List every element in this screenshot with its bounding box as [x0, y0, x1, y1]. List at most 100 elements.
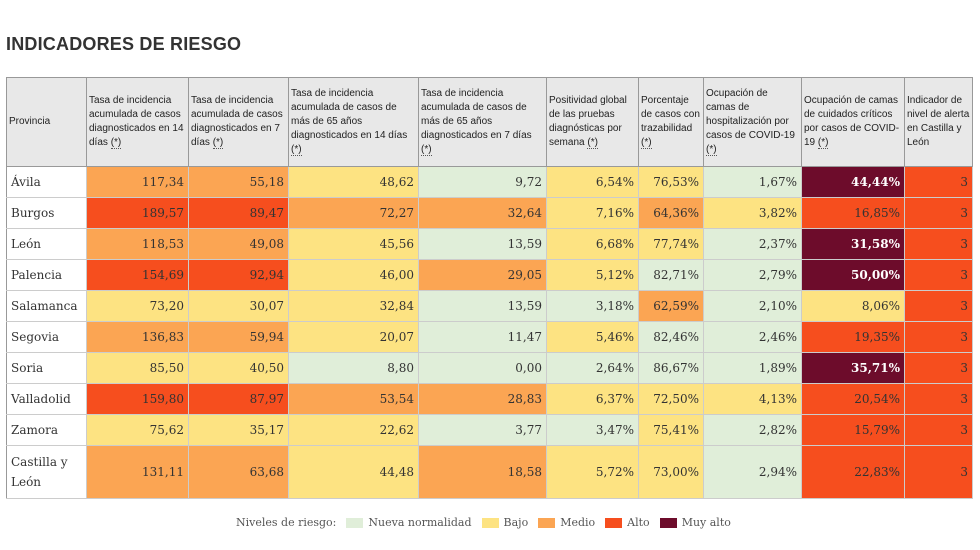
table-row: Ávila 117,34 55,18 48,62 9,72 6,54% 76,53% 1,67… — [6, 166, 973, 198]
province-name: Zamora — [6, 414, 87, 446]
indicator-cell: 50,00% — [801, 259, 905, 291]
indicator-cell: 2,37% — [703, 228, 802, 260]
indicator-cell: 1,89% — [703, 352, 802, 384]
indicator-cell: 189,57 — [86, 197, 189, 229]
indicator-cell: 136,83 — [86, 321, 189, 353]
indicator-cell: 6,37% — [546, 383, 639, 415]
column-header-label: Tasa de incidencia acumulada de casos de… — [421, 88, 532, 141]
column-header-label: Tasa de incidencia acumulada de casos de… — [291, 88, 408, 141]
indicator-cell: 53,54 — [288, 383, 419, 415]
indicator-cell: 5,72% — [546, 445, 639, 499]
indicator-cell: 40,50 — [188, 352, 289, 384]
indicator-cell: 3 — [904, 383, 973, 415]
indicator-cell: 5,12% — [546, 259, 639, 291]
indicator-cell: 44,44% — [801, 166, 905, 198]
indicator-cell: 3 — [904, 259, 973, 291]
column-header: Ocupación de camas de cuidados críticos … — [801, 77, 905, 167]
indicator-cell: 82,71% — [638, 259, 704, 291]
indicator-cell: 5,46% — [546, 321, 639, 353]
page-title: INDICADORES DE RIESGO — [6, 34, 242, 54]
column-header-label: Indicador de nivel de alerta en Castilla… — [907, 95, 970, 148]
indicator-cell: 3 — [904, 228, 973, 260]
province-name: Soria — [6, 352, 87, 384]
indicator-cell: 3,82% — [703, 197, 802, 229]
indicator-cell: 87,97 — [188, 383, 289, 415]
legend-swatch — [538, 517, 556, 528]
indicator-cell: 45,56 — [288, 228, 419, 260]
indicator-cell: 29,05 — [418, 259, 547, 291]
indicator-cell: 35,71% — [801, 352, 905, 384]
footnote-link[interactable]: (*) — [212, 137, 224, 149]
indicator-cell: 48,62 — [288, 166, 419, 198]
table-row: Valladolid 159,80 87,97 53,54 28,83 6,37% 72,5… — [6, 383, 973, 415]
indicator-cell: 72,50% — [638, 383, 704, 415]
indicator-cell: 15,79% — [801, 414, 905, 446]
footnote-link[interactable]: (*) — [817, 137, 829, 149]
indicator-cell: 3 — [904, 197, 973, 229]
indicator-cell: 75,41% — [638, 414, 704, 446]
footnote-link[interactable]: (*) — [421, 144, 432, 156]
indicator-cell: 3 — [904, 321, 973, 353]
indicator-cell: 8,80 — [288, 352, 419, 384]
indicator-cell: 3 — [904, 290, 973, 322]
indicator-cell: 1,67% — [703, 166, 802, 198]
legend-swatch — [346, 517, 364, 528]
province-name: Salamanca — [6, 290, 87, 322]
indicator-cell: 3,77 — [418, 414, 547, 446]
column-header: Positividad global de las pruebas diagnó… — [546, 77, 639, 167]
risk-legend: Niveles de riesgo: Nueva normalidad Bajo M… — [236, 516, 731, 529]
table-row: Soria 85,50 40,50 8,80 0,00 2,64% 86,67% 1,89% 3… — [6, 352, 973, 384]
indicator-cell: 73,00% — [638, 445, 704, 499]
indicator-cell: 2,46% — [703, 321, 802, 353]
indicator-cell: 32,64 — [418, 197, 547, 229]
indicator-cell: 30,07 — [188, 290, 289, 322]
column-header: Ocupación de camas de hospitalización po… — [703, 77, 802, 167]
indicator-cell: 3,18% — [546, 290, 639, 322]
footnote-link[interactable]: (*) — [587, 137, 598, 149]
indicator-cell: 49,08 — [188, 228, 289, 260]
footnote-link[interactable]: (*) — [641, 137, 652, 149]
indicator-cell: 9,72 — [418, 166, 547, 198]
indicator-cell: 7,16% — [546, 197, 639, 229]
legend-swatch — [605, 517, 623, 528]
column-header-label: Ocupación de camas de hospitalización po… — [706, 88, 795, 141]
legend-item-label: Nueva normalidad — [368, 516, 472, 529]
province-name: Burgos — [6, 197, 87, 229]
indicator-cell: 64,36% — [638, 197, 704, 229]
footnote-link[interactable]: (*) — [291, 144, 302, 156]
indicator-cell: 19,35% — [801, 321, 905, 353]
legend-item-label: Alto — [627, 516, 650, 529]
indicator-cell: 154,69 — [86, 259, 189, 291]
indicator-cell: 32,84 — [288, 290, 419, 322]
legend-swatch — [481, 517, 499, 528]
indicator-cell: 76,53% — [638, 166, 704, 198]
legend-swatch — [659, 517, 677, 528]
indicator-cell: 2,79% — [703, 259, 802, 291]
province-name: Segovia — [6, 321, 87, 353]
indicator-cell: 59,94 — [188, 321, 289, 353]
indicator-cell: 11,47 — [418, 321, 547, 353]
indicator-cell: 3 — [904, 166, 973, 198]
province-name: Castilla y León — [6, 445, 87, 499]
footnote-link[interactable]: (*) — [706, 144, 717, 156]
province-name: Valladolid — [6, 383, 87, 415]
column-header: Tasa de incidencia acumulada de casos di… — [86, 77, 189, 167]
indicator-cell: 85,50 — [86, 352, 189, 384]
legend-label: Niveles de riesgo: — [236, 516, 337, 529]
column-header-label: Provincia — [9, 116, 51, 127]
indicator-cell: 0,00 — [418, 352, 547, 384]
indicator-cell: 131,11 — [86, 445, 189, 499]
indicator-cell: 117,34 — [86, 166, 189, 198]
footnote-link[interactable]: (*) — [110, 137, 122, 149]
indicator-cell: 118,53 — [86, 228, 189, 260]
indicator-cell: 75,62 — [86, 414, 189, 446]
table-header-row: Provincia Tasa de incidencia acumulada de… — [6, 77, 973, 167]
indicator-cell: 3 — [904, 414, 973, 446]
risk-indicators-table: Provincia Tasa de incidencia acumulada de… — [6, 77, 973, 499]
indicator-cell: 86,67% — [638, 352, 704, 384]
indicator-cell: 13,59 — [418, 228, 547, 260]
indicator-cell: 2,82% — [703, 414, 802, 446]
indicator-cell: 92,94 — [188, 259, 289, 291]
indicator-cell: 55,18 — [188, 166, 289, 198]
indicator-cell: 18,58 — [418, 445, 547, 499]
